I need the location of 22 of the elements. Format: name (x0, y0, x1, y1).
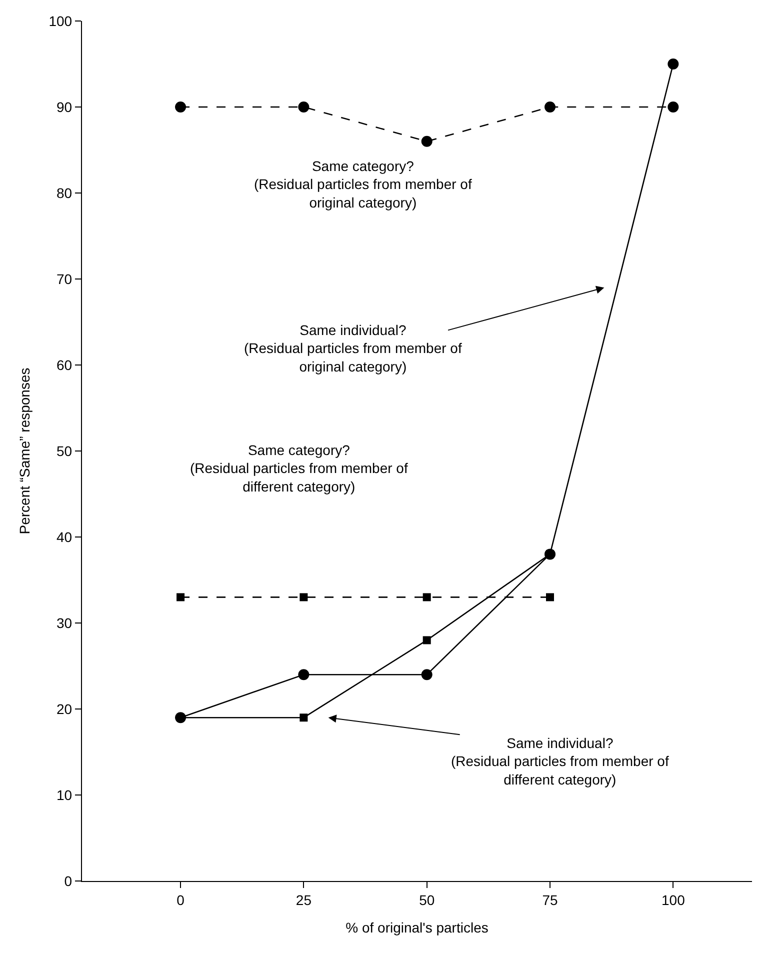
x-tick-label: 50 (419, 892, 435, 908)
annotation: Same category? (Residual particles from member of original category) (254, 158, 472, 210)
y-tick-label: 60 (56, 356, 72, 373)
x-axis-title: % of original's particles (346, 919, 488, 936)
y-tick-label: 100 (48, 12, 72, 29)
y-tick-label: 10 (56, 786, 72, 803)
y-tick-label: 40 (56, 528, 72, 545)
annotation: Same individual? (Residual particles from member of original category) (244, 322, 462, 374)
annotation: Same individual? (Residual particles from member of different category) (451, 735, 669, 788)
x-tick-label: 0 (176, 892, 185, 908)
annotation: Same category? (Residual particles from member of different category) (190, 442, 408, 494)
y-tick-label: 50 (56, 442, 72, 459)
y-tick-label: 30 (56, 614, 72, 631)
x-tick-label: 100 (662, 892, 686, 908)
x-tick-label: 75 (542, 892, 558, 908)
y-axis-title: Percent “Same” responses (16, 368, 32, 534)
y-tick-label: 80 (56, 184, 72, 201)
y-tick-label: 20 (56, 700, 72, 717)
y-tick-label: 0 (64, 872, 72, 889)
y-tick-label: 70 (56, 270, 72, 287)
x-tick-label: 25 (296, 892, 312, 908)
y-tick-label: 90 (56, 98, 72, 115)
